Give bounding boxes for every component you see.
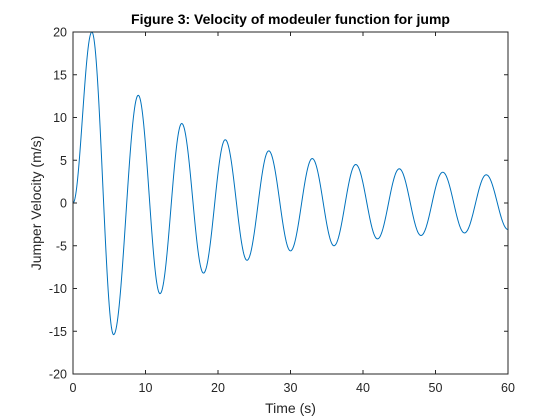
x-tick-label: 20	[211, 381, 225, 395]
y-tick-label: -10	[49, 282, 67, 296]
chart-title: Figure 3: Velocity of modeuler function …	[131, 11, 450, 27]
velocity-line	[72, 31, 509, 336]
x-tick-label: 30	[284, 381, 298, 395]
y-tick-label: 15	[53, 68, 67, 82]
x-tick-label: 40	[356, 381, 370, 395]
plot-area	[73, 32, 508, 374]
y-tick-label: 10	[53, 111, 67, 125]
y-tick-label: 0	[60, 197, 67, 211]
y-tick-label: 5	[60, 154, 67, 168]
y-axis-label: Jumper Velocity (m/s)	[28, 136, 44, 271]
x-tick-label: 50	[429, 381, 443, 395]
y-tick-label: -5	[56, 239, 67, 253]
series-layer	[72, 31, 509, 336]
x-tick-label: 10	[139, 381, 153, 395]
x-axis-label: Time (s)	[265, 400, 316, 416]
x-tick-label: 0	[70, 381, 77, 395]
y-tick-label: -15	[49, 325, 67, 339]
ticks: 0 10 20 30 40 50 60 -20 -15 -10 -5 0 5 10 15 20	[49, 26, 515, 396]
y-tick-label: -20	[49, 368, 67, 382]
y-tick-label: 20	[53, 26, 67, 40]
x-tick-label: 60	[501, 381, 515, 395]
